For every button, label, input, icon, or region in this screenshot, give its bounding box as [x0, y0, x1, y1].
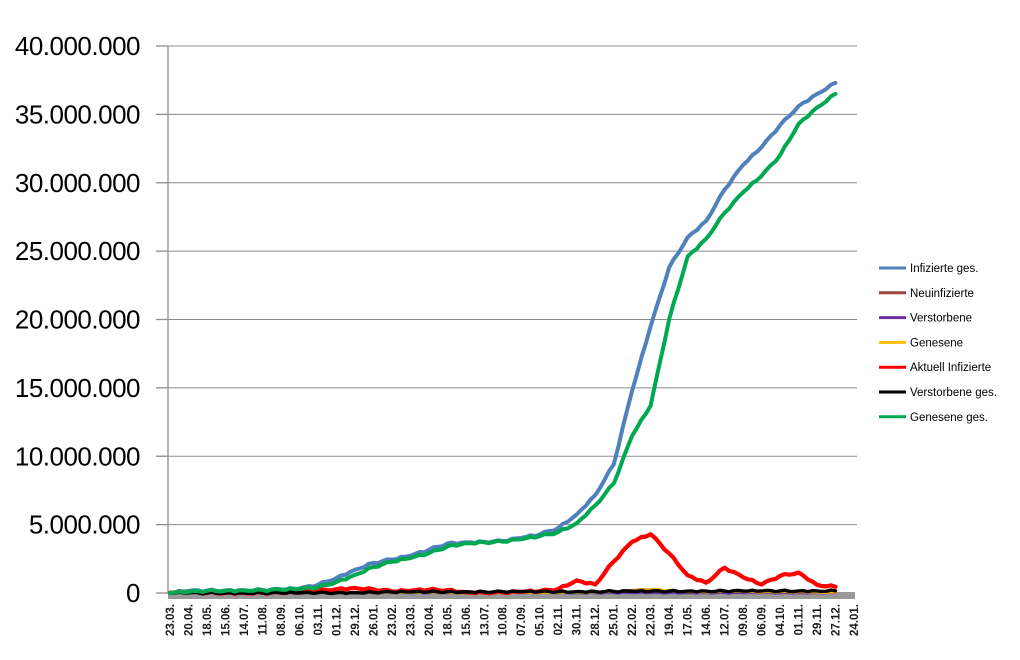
x-tick-label: 23.03.	[405, 604, 417, 636]
x-tick-label: 11.08.	[257, 604, 269, 635]
x-tick-label: 14.06.	[701, 604, 713, 636]
x-tick-label: 06.10.	[294, 604, 306, 636]
y-tick-label: 30.000.000	[15, 168, 140, 198]
y-tick-label: 0	[126, 578, 140, 608]
x-tick-label: 26.01.	[368, 604, 380, 636]
x-tick-label: 27.12.	[830, 604, 842, 636]
x-tick-label: 24.01.	[849, 604, 861, 636]
x-tick-label: 04.10.	[775, 604, 787, 636]
x-tick-label: 15.06.	[220, 604, 232, 636]
y-tick-label: 20.000.000	[15, 305, 140, 335]
legend-item-verstorbene: Verstorbene	[879, 313, 972, 325]
x-tick-label: 28.12.	[590, 604, 602, 636]
legend-label: Verstorbene	[910, 313, 972, 325]
x-tick-label: 23.02.	[387, 604, 399, 636]
y-gridlines	[156, 45, 857, 594]
x-tick-label: 19.04.	[664, 604, 676, 636]
x-tick-label: 09.08.	[738, 604, 750, 636]
x-tick-label: 29.12.	[350, 604, 362, 636]
x-tick-label: 02.11.	[553, 604, 565, 635]
legend-label: Genesene	[910, 337, 963, 349]
x-tick-label: 25.01.	[609, 604, 621, 636]
legend-label: Verstorbene ges.	[910, 387, 997, 399]
x-tick-label: 20.04.	[183, 604, 195, 636]
x-tick-label: 17.05.	[683, 604, 695, 636]
x-tick-label: 14.07.	[239, 604, 251, 636]
series-line-infizierte-ges	[168, 80, 838, 595]
y-tick-label: 10.000.000	[15, 441, 140, 471]
x-tick-label: 07.09.	[516, 604, 528, 636]
x-tick-label: 30.11.	[572, 604, 584, 635]
legend-item-verstorbene-ges: Verstorbene ges.	[879, 387, 997, 399]
x-tick-label: 23.03.	[165, 604, 177, 636]
x-tick-label: 12.07.	[720, 604, 732, 636]
x-tick-label: 05.10.	[535, 604, 547, 636]
x-tick-label: 29.11.	[812, 604, 824, 635]
y-tick-label: 25.000.000	[15, 236, 140, 266]
legend-item-infizierte-ges: Infizierte ges.	[879, 263, 978, 275]
x-tick-label: 01.11.	[794, 604, 806, 635]
series-line-genesene-ges	[168, 91, 838, 595]
x-axis-bar	[168, 592, 855, 599]
x-tick-label: 01.12.	[331, 604, 343, 636]
x-axis-labels: 23.03. 20.04. 18.05. 15.06. 14.07. 11.08. 08.0…	[165, 604, 861, 636]
legend-item-genesene: Genesene	[879, 337, 963, 349]
y-tick-label: 15.000.000	[15, 373, 140, 403]
x-tick-label: 20.04.	[424, 604, 436, 636]
legend-item-aktuell-infizierte: Aktuell Infizierte	[879, 362, 991, 374]
legend-label: Infizierte ges.	[910, 263, 978, 275]
x-tick-label: 10.08.	[498, 604, 510, 636]
x-tick-label: 08.09.	[276, 604, 288, 636]
x-tick-label: 22.03.	[646, 604, 658, 636]
legend-label: Aktuell Infizierte	[910, 362, 991, 374]
x-tick-label: 13.07.	[479, 604, 491, 636]
legend-item-genesene-ges: Genesene ges.	[879, 412, 988, 424]
x-tick-label: 15.06.	[461, 604, 473, 636]
x-tick-label: 18.05.	[202, 604, 214, 636]
legend-label: Genesene ges.	[910, 412, 988, 424]
x-tick-label: 22.02.	[627, 604, 639, 636]
legend-label: Neuinfizierte	[910, 288, 974, 300]
legend: Infizierte ges. Neuinfizierte Verstorbene G…	[879, 263, 997, 424]
y-tick-label: 35.000.000	[15, 99, 140, 129]
y-axis-labels: 0 5.000.000 10.000.000 15.000.000 20.000.000…	[15, 31, 141, 608]
x-tick-label: 18.05.	[442, 604, 454, 636]
y-tick-label: 40.000.000	[15, 31, 140, 61]
series-lines	[167, 80, 838, 597]
y-tick-label: 5.000.000	[29, 510, 140, 540]
x-tick-label: 03.11.	[313, 604, 325, 635]
legend-item-neuinfizierte: Neuinfizierte	[879, 288, 974, 300]
x-tick-label: 06.09.	[757, 604, 769, 636]
series-line-verstorbene-ges	[168, 588, 838, 596]
